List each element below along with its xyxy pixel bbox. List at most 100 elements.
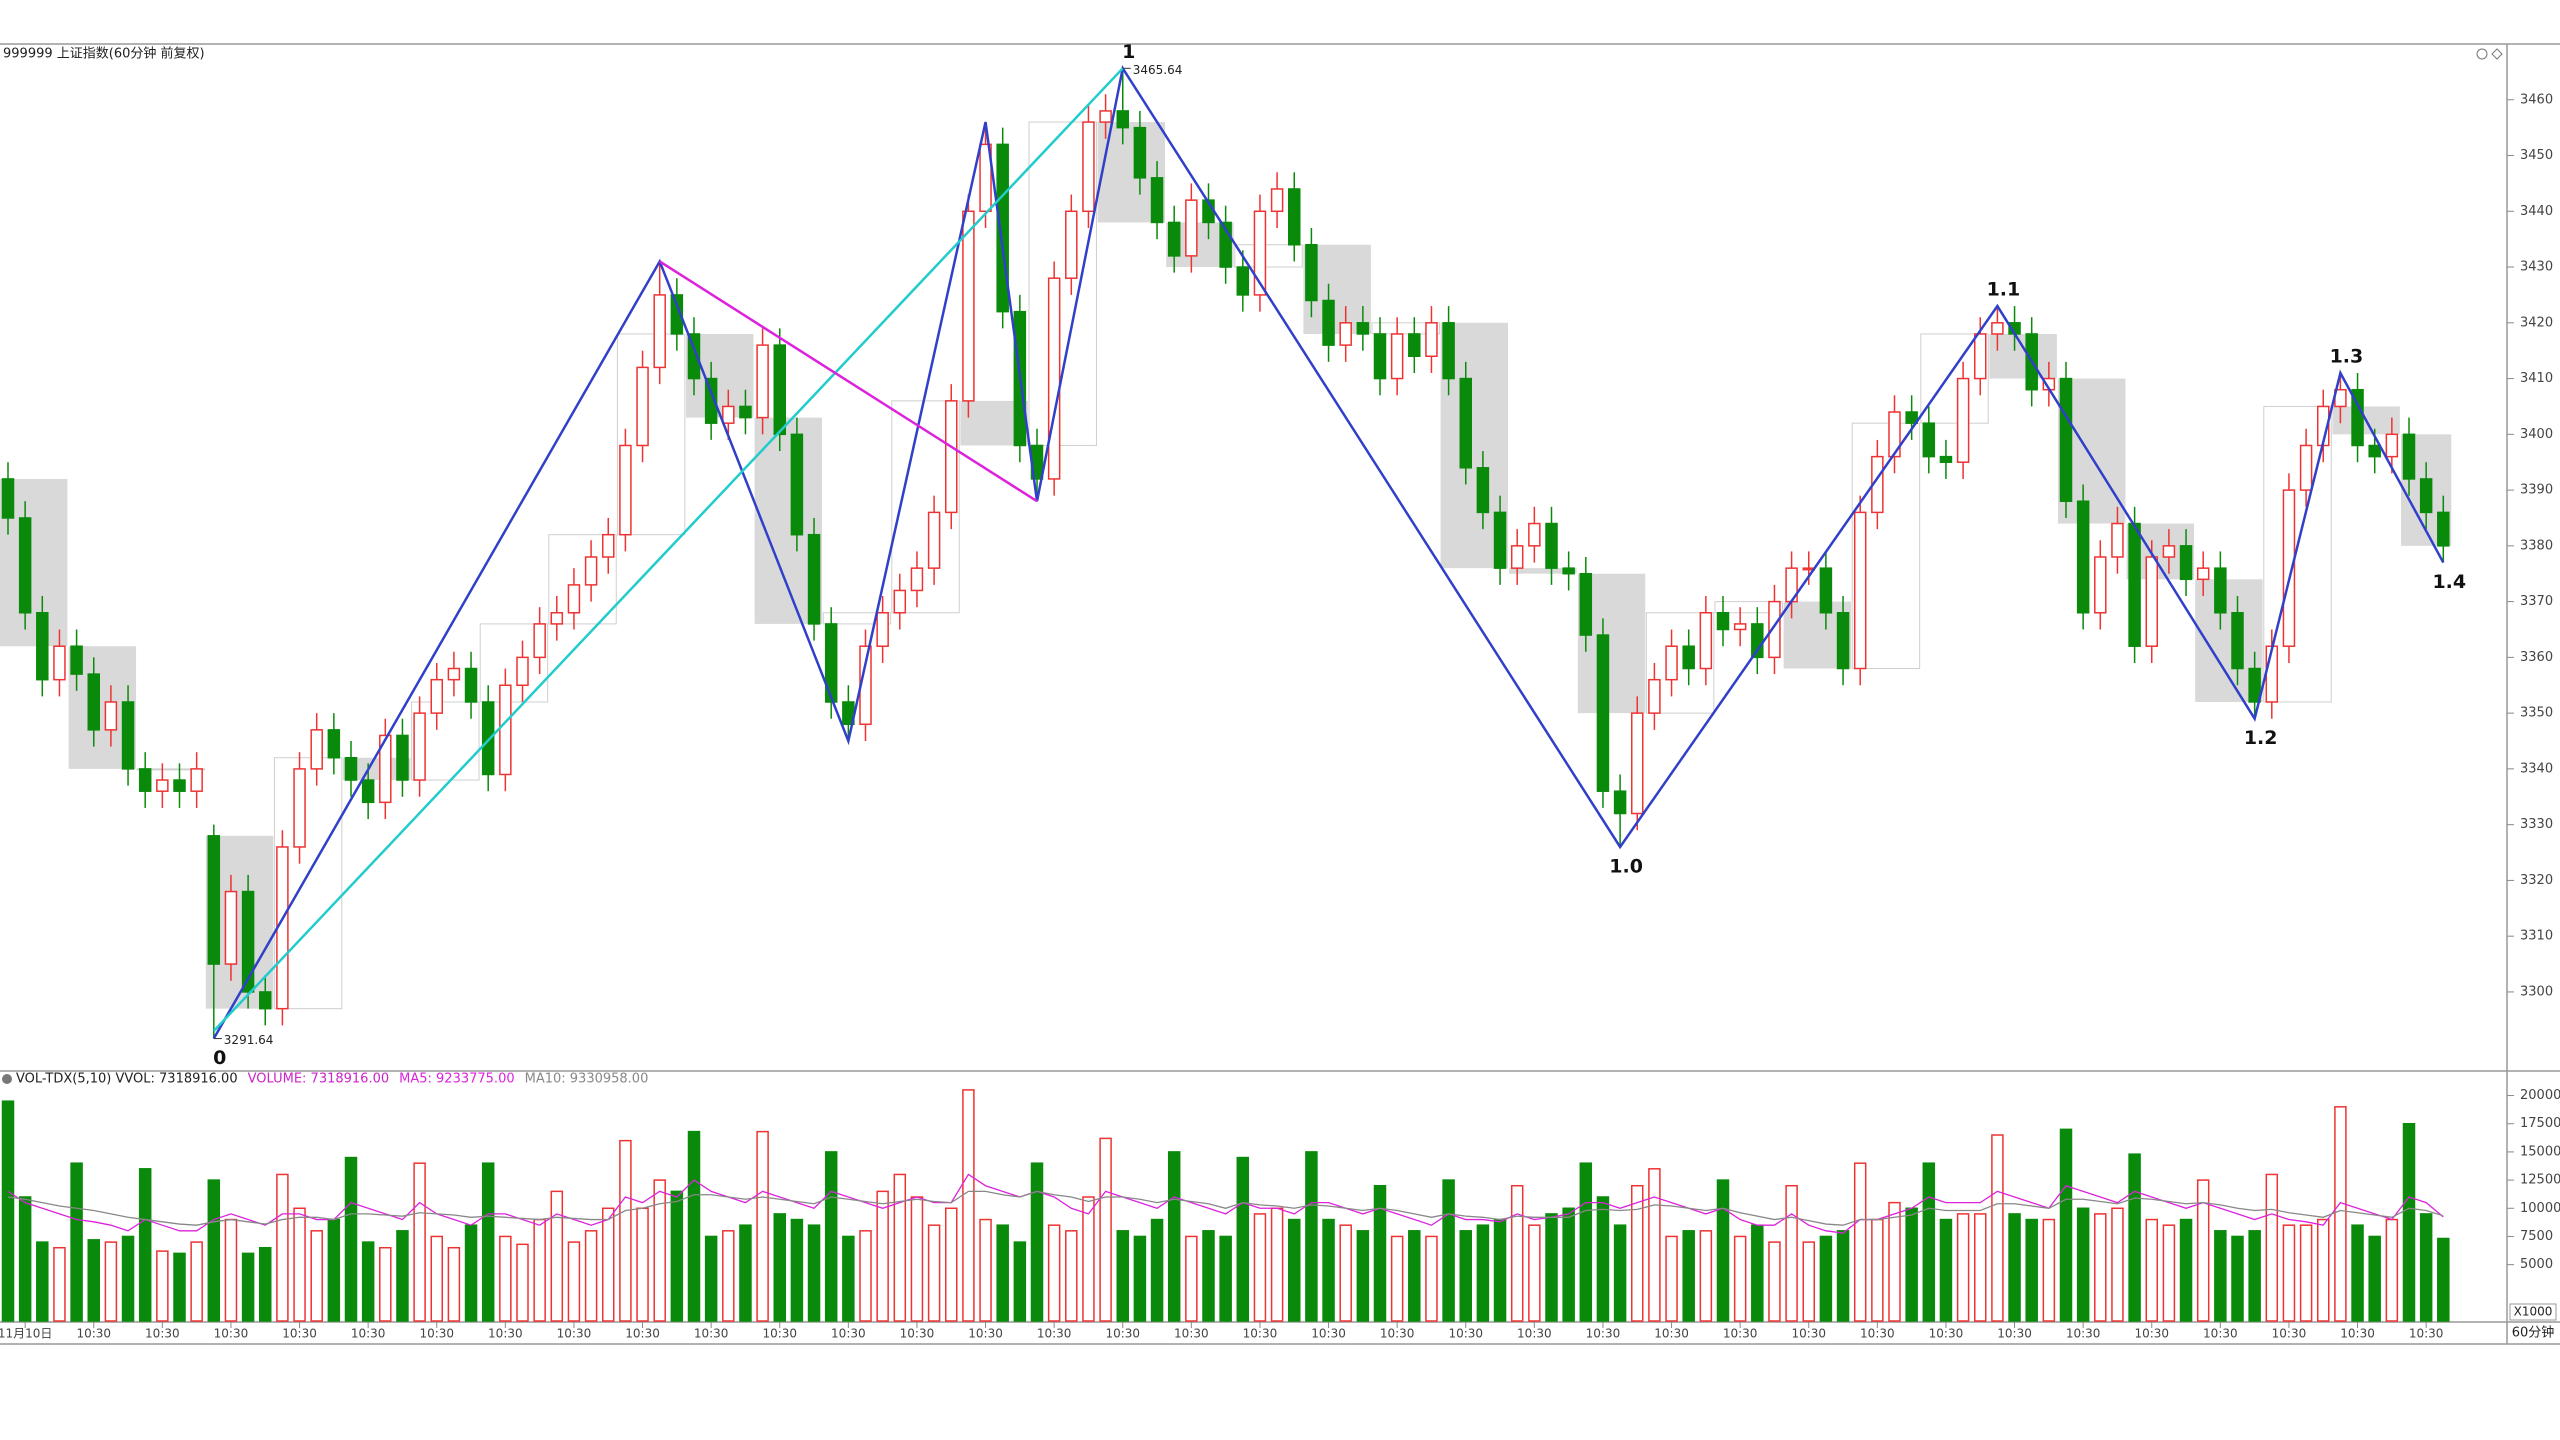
candle-body [739,405,752,419]
volume-bar [945,1207,958,1322]
volume-bar [1150,1218,1164,1322]
volume-bar [893,1173,907,1322]
candle-body [602,533,615,558]
volume-bar [1716,1179,1730,1322]
y-tick-label: 7500 [2520,1229,2553,1244]
y-tick-label: 17500 [2520,1116,2560,1131]
toggle-icon[interactable] [2491,48,2503,60]
candle-body [2196,567,2210,581]
candle-body [1322,299,1335,346]
candle-body [1150,177,1164,224]
volume-bar [756,1130,769,1322]
candle-body [1459,377,1472,469]
volume-bar [2351,1224,2364,1322]
candle-body [550,612,564,625]
x-tick-label: 10:30 [1311,1327,1346,1341]
candle-body [2111,522,2124,558]
volume-bar [1356,1230,1370,1322]
settings-icon[interactable] [2476,48,2488,60]
volume-bar [2282,1224,2296,1322]
candle-body [790,433,804,536]
volume-bar [2265,1173,2279,1322]
volume-bar [1631,1184,1644,1322]
volume-bar [2042,1218,2056,1322]
candle-body [2231,612,2244,670]
volume-bar [1047,1224,1061,1322]
x-tick-label: 10:30 [2066,1327,2101,1341]
volume-bar [653,1179,666,1322]
candle-body [1082,121,1095,213]
volume-bar [2385,1218,2399,1322]
candle-body [567,584,581,614]
candle-body [584,556,598,586]
candle-body [2402,433,2416,480]
y-tick-label: 10000 [2520,1201,2560,1216]
wave-label: 1.2 [2244,727,2278,749]
candle-body [893,589,907,614]
y-tick-label: 3360 [2520,650,2553,665]
volume-bar [2145,1218,2158,1322]
candle-body [2419,478,2433,514]
candle-body [2076,500,2090,614]
volume-bar [1905,1207,1918,1322]
y-tick-label: 3410 [2520,371,2553,386]
x-tick-label: 10:30 [282,1327,317,1341]
volume-bar [1648,1168,1661,1322]
candle-body [293,768,306,848]
volume-bar [1596,1196,1610,1322]
volume-bar [2179,1218,2193,1322]
x-tick-label: 10:30 [2203,1327,2238,1341]
volume-bar [2076,1207,2090,1322]
volume-bar [2025,1218,2038,1322]
candle-body [1442,322,1455,380]
candle-body [1528,522,1541,547]
volume-bar [1733,1235,1747,1322]
candle-body [1596,634,1610,792]
y-tick-label: 3390 [2520,483,2553,498]
volume-bar [2419,1213,2433,1322]
y-tick-label: 3330 [2520,817,2553,832]
x-tick-label: 10:30 [694,1327,729,1341]
volume-bar [996,1224,1009,1322]
candle-body [2282,489,2296,647]
y-tick-label: 15000 [2520,1144,2560,1159]
candle-body [173,779,186,792]
volume-bar [1253,1213,1267,1322]
candle-body [1819,567,1833,614]
candle-body [1339,322,1352,346]
candle-body [516,656,529,687]
candle-body [396,734,409,781]
panel-icon[interactable] [2,1074,12,1084]
candle-body [1905,411,1918,424]
candle-body [224,890,238,965]
volume-bar [241,1252,255,1322]
candle-body [1888,411,1901,458]
candle-body [379,734,392,804]
x-tick-label: 10:30 [145,1327,180,1341]
volume-bar [773,1213,786,1322]
x-tick-label: 11月10日 [0,1327,52,1341]
candle-body [2059,377,2073,502]
volume-bar [327,1218,341,1322]
volume-bar [1888,1201,1901,1322]
candle-body [207,835,221,965]
volume-bar [156,1250,169,1322]
x-tick-label: 10:30 [625,1327,660,1341]
volume-bar [1510,1184,1524,1322]
day-box [1645,612,1715,714]
legend-entry: VOLUME: 7318916.00 [248,1072,390,1087]
day-box [616,333,686,536]
wave-label: 0 [213,1047,226,1069]
candle-body [2094,556,2107,614]
volume-bar [1167,1151,1181,1322]
x-tick-label: 10:30 [831,1327,866,1341]
day-box [1234,244,1303,268]
x-tick-label: 10:30 [557,1327,592,1341]
volume-bar [2094,1213,2107,1322]
volume-bar [1768,1241,1781,1322]
wave-line [212,67,1124,1032]
volume-bar [173,1252,186,1322]
y-tick-label: 3460 [2520,92,2553,107]
day-box [548,534,617,625]
candle-body [104,701,118,731]
